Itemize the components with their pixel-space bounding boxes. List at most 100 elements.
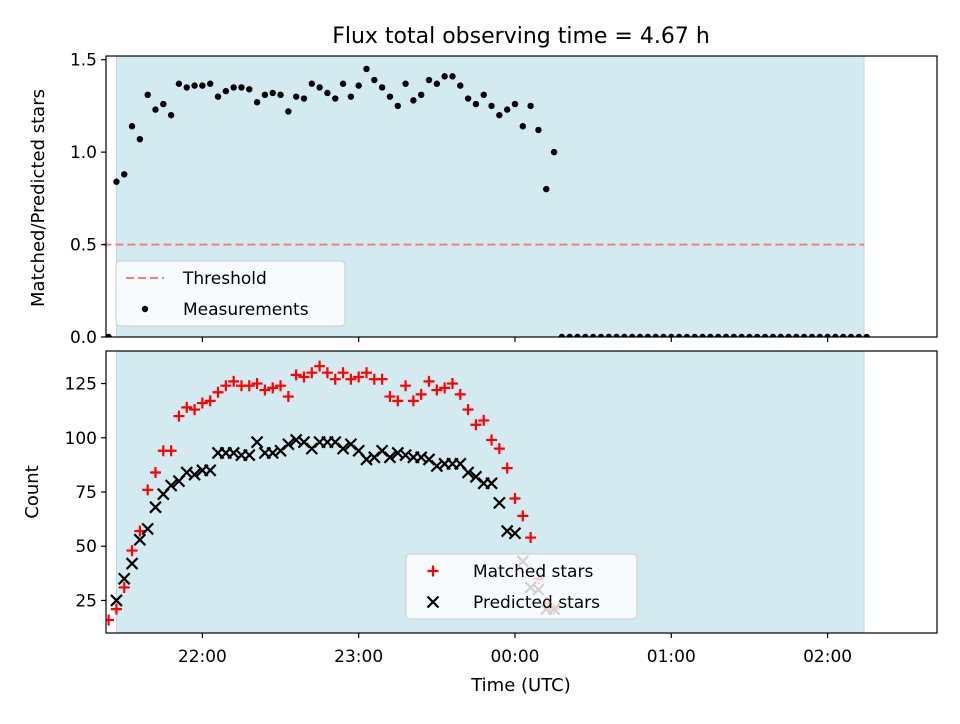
series-matched-stars — [106, 360, 560, 626]
x-tick-label: 02:00 — [803, 647, 852, 667]
ratio-panel: 0.0 0.5 1.0 1.5 Threshold Measurements — [70, 51, 938, 348]
measurement-point — [800, 333, 808, 337]
predicted-star-point — [508, 526, 522, 540]
matched-star-point — [118, 581, 130, 593]
predicted-star-point — [383, 451, 397, 464]
y-tick-label: 0.5 — [70, 236, 97, 256]
measurement-point — [378, 84, 386, 91]
measurement-point — [207, 80, 214, 87]
matched-star-point — [493, 443, 505, 455]
measurement-point — [363, 65, 370, 73]
matched-star-point — [407, 395, 419, 407]
ratio-y-axis-label: Matched/Predicted stars — [28, 89, 49, 307]
measurement-point — [793, 333, 800, 337]
predicted-star-point — [110, 594, 123, 607]
measurement-point — [535, 126, 542, 134]
predicted-star-point — [485, 477, 498, 490]
y-tick-label: 75 — [75, 483, 97, 503]
measurement-point — [371, 76, 378, 84]
measurement-point — [722, 333, 730, 337]
measurement-point — [238, 84, 245, 91]
measurement-point — [121, 171, 128, 178]
measurement-point — [464, 95, 472, 102]
matched-star-point — [110, 603, 122, 615]
measurement-point — [167, 111, 175, 119]
predicted-star-point — [141, 522, 154, 536]
predicted-star-point — [242, 448, 256, 462]
chart-title: Flux total observing time = 4.67 h — [332, 24, 710, 49]
measurement-point — [589, 333, 597, 337]
measurement-point — [769, 333, 777, 337]
matched-star-point — [431, 384, 443, 396]
measurement-point — [683, 333, 691, 337]
predicted-star-point — [500, 524, 514, 538]
predicted-star-point — [203, 464, 217, 477]
matched-star-point — [321, 367, 333, 379]
matched-star-point — [106, 614, 115, 626]
matched-star-point — [376, 373, 388, 385]
count-panel: 25 50 75 100 125 22:00 23:00 00:00 01:00 02:00 Mat… — [65, 350, 938, 667]
predicted-star-point — [133, 533, 147, 547]
matched-star-point — [196, 397, 208, 409]
predicted-star-point — [414, 451, 428, 464]
measurement-point — [160, 100, 167, 108]
matched-star-point — [181, 401, 193, 413]
predicted-star-point — [227, 446, 240, 460]
matched-star-point — [392, 395, 404, 407]
matched-star-point — [517, 510, 529, 522]
matched-star-point — [525, 532, 537, 544]
measurement-point — [449, 73, 456, 80]
matched-star-point — [314, 360, 326, 372]
matched-star-point — [384, 391, 396, 403]
measurement-point — [292, 93, 300, 100]
measurement-point — [175, 80, 183, 87]
measurement-point — [832, 333, 839, 337]
measurement-point — [840, 333, 847, 337]
measurement-point — [605, 333, 612, 337]
measurement-point — [527, 102, 534, 110]
measurement-point — [621, 333, 628, 337]
matched-star-point — [501, 462, 513, 474]
measurement-point — [214, 93, 222, 100]
measurement-point — [777, 333, 784, 337]
y-tick-label: 1.5 — [70, 51, 97, 71]
measurement-point — [425, 76, 433, 84]
predicted-star-point — [149, 500, 162, 514]
matched-star-point — [462, 404, 474, 416]
predicted-star-point — [360, 453, 373, 466]
matched-star-point — [165, 445, 177, 457]
measurement-point — [332, 95, 339, 102]
measurement-point — [675, 333, 683, 337]
x-tick-label: 22:00 — [178, 647, 227, 667]
matched-star-point — [454, 388, 466, 400]
matched-star-point — [290, 369, 302, 381]
measurement-point — [113, 178, 120, 185]
predicted-star-point — [282, 437, 295, 451]
y-tick-label: 0.0 — [70, 328, 97, 348]
matched-star-point — [189, 404, 201, 416]
measurement-point — [410, 97, 417, 104]
measurement-point — [863, 333, 870, 337]
y-tick-label: 25 — [75, 591, 97, 611]
measurement-point — [824, 333, 831, 337]
matched-star-point — [329, 373, 341, 385]
matched-star-point — [478, 414, 490, 426]
predicted-star-point — [391, 446, 405, 460]
matched-star-point — [251, 378, 263, 390]
measurement-point — [855, 333, 863, 337]
measurement-point — [691, 333, 698, 337]
measurement-point — [261, 91, 269, 99]
matched-star-point — [149, 466, 161, 478]
measurement-point — [754, 333, 761, 337]
predicted-star-point — [250, 435, 264, 449]
matched-star-point — [142, 484, 154, 496]
measurement-point — [222, 87, 230, 95]
measurement-point — [269, 89, 276, 97]
matched-star-point — [275, 380, 287, 392]
measurement-point — [128, 123, 136, 130]
predicted-star-point — [461, 466, 475, 479]
y-tick-label: 100 — [65, 429, 97, 449]
measurement-point — [574, 333, 581, 337]
